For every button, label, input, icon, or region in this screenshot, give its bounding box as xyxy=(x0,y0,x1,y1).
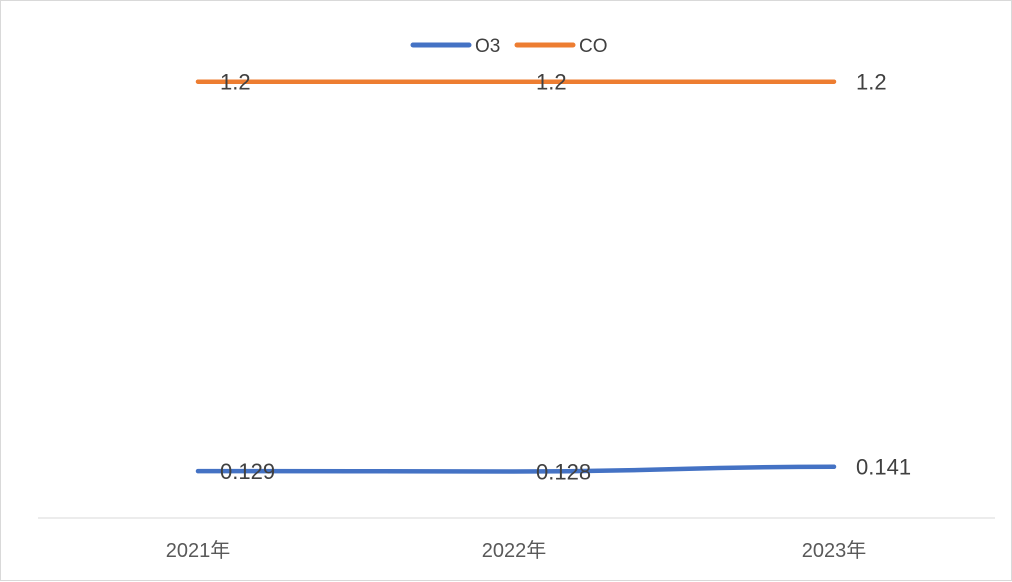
x-axis-ticks: 2021年 2022年 2023年 xyxy=(166,539,867,562)
data-point-o3-3 xyxy=(832,464,836,469)
data-label-co-3: 1.2 xyxy=(856,70,887,95)
x-tick-label-2023: 2023年 xyxy=(802,539,867,562)
legend-label-co: CO xyxy=(579,36,608,57)
series-line-o3 xyxy=(195,464,837,474)
legend: O3 CO xyxy=(410,36,608,57)
legend-label-o3: O3 xyxy=(475,36,500,57)
data-point-co-1 xyxy=(196,79,200,84)
data-label-co-1: 1.2 xyxy=(220,70,251,95)
series-layer xyxy=(195,79,837,474)
data-label-o3-3: 0.141 xyxy=(856,455,911,480)
data-labels: 0.129 0.128 0.141 1.2 1.2 1.2 xyxy=(220,70,911,485)
data-point-co-3 xyxy=(832,79,836,84)
x-tick-label-2022: 2022年 xyxy=(482,539,547,562)
data-label-o3-2: 0.128 xyxy=(536,459,591,484)
data-point-o3-1 xyxy=(196,469,200,474)
data-label-o3-1: 0.129 xyxy=(220,459,275,484)
x-tick-label-2021: 2021年 xyxy=(166,539,231,562)
data-point-co-2 xyxy=(512,79,516,84)
data-point-o3-2 xyxy=(512,469,516,474)
data-label-co-2: 1.2 xyxy=(536,70,567,95)
